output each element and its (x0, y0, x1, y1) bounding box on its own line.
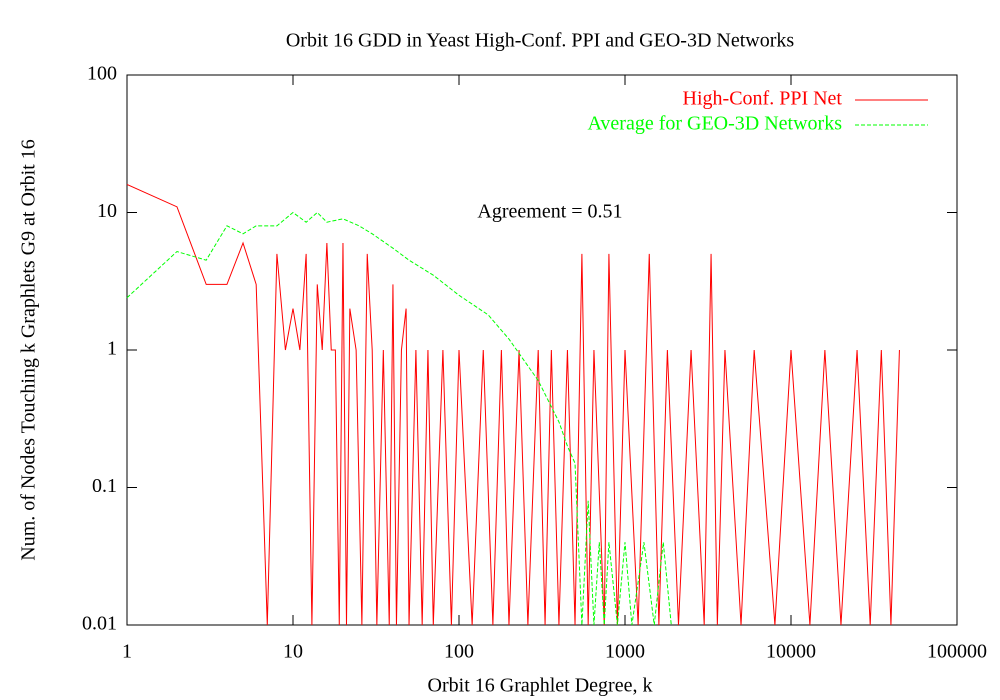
y-tick-label: 10 (97, 200, 117, 222)
x-axis-label: Orbit 16 Graphlet Degree, k (428, 675, 653, 697)
annotation: Agreement = 0.51 (477, 201, 622, 223)
series-line (126, 183, 900, 626)
y-tick-label: 100 (87, 63, 117, 85)
legend-label: Average for GEO-3D Networks (587, 113, 842, 135)
x-tick-label: 100000 (927, 641, 987, 663)
plot-frame (126, 74, 958, 626)
x-tick-label: 1000 (605, 641, 645, 663)
y-axis-label: Num. of Nodes Touching k Graphlets G9 at… (18, 139, 40, 561)
x-tick-label: 10 (283, 641, 303, 663)
x-tick-label: 10000 (766, 641, 816, 663)
series-line (126, 211, 672, 626)
y-tick-label: 1 (107, 338, 117, 360)
legend-label: High-Conf. PPI Net (683, 88, 843, 110)
y-tick-label: 0.1 (92, 475, 117, 497)
y-tick-label: 0.01 (82, 613, 117, 635)
x-tick-label: 100 (444, 641, 474, 663)
x-tick-label: 1 (122, 641, 132, 663)
chart-title: Orbit 16 GDD in Yeast High-Conf. PPI and… (286, 30, 795, 52)
